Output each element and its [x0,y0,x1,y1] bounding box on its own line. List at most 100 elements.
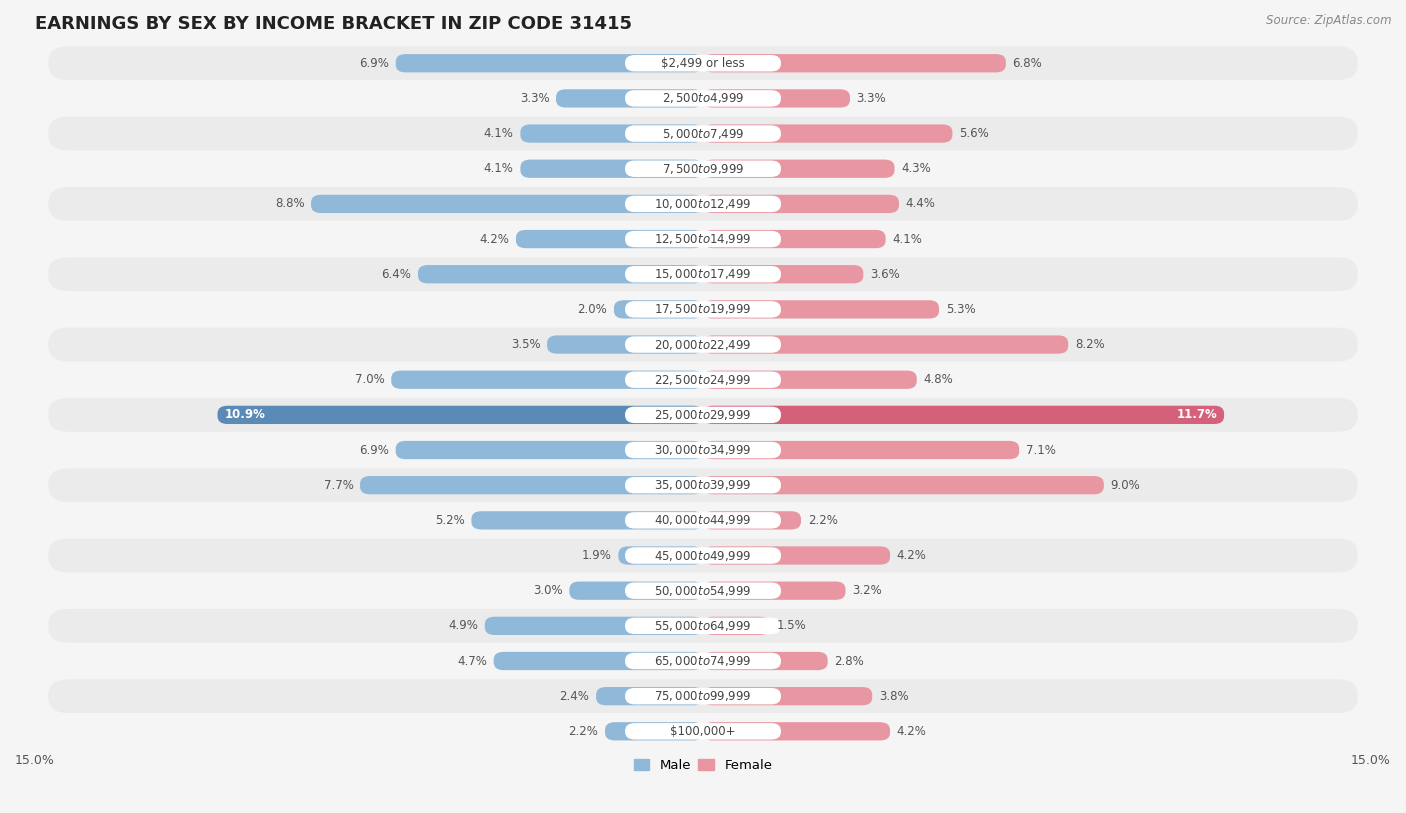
FancyBboxPatch shape [626,55,780,72]
Text: 11.7%: 11.7% [1177,408,1218,421]
Text: 6.8%: 6.8% [1012,57,1042,70]
FancyBboxPatch shape [360,476,703,494]
Text: 3.5%: 3.5% [510,338,540,351]
Legend: Male, Female: Male, Female [628,754,778,777]
FancyBboxPatch shape [48,715,1358,748]
FancyBboxPatch shape [626,688,780,704]
Text: 1.5%: 1.5% [776,620,806,633]
Text: $50,000 to $54,999: $50,000 to $54,999 [654,584,752,598]
Text: 7.1%: 7.1% [1026,444,1056,457]
FancyBboxPatch shape [48,258,1358,291]
Text: $20,000 to $22,499: $20,000 to $22,499 [654,337,752,351]
Text: 2.4%: 2.4% [560,689,589,702]
Text: $2,499 or less: $2,499 or less [661,57,745,70]
Text: $40,000 to $44,999: $40,000 to $44,999 [654,513,752,528]
Text: 3.2%: 3.2% [852,585,882,598]
FancyBboxPatch shape [626,196,780,212]
Text: 4.2%: 4.2% [897,725,927,738]
FancyBboxPatch shape [703,195,898,213]
Text: $75,000 to $99,999: $75,000 to $99,999 [654,689,752,703]
Text: 3.3%: 3.3% [520,92,550,105]
FancyBboxPatch shape [703,652,828,670]
FancyBboxPatch shape [569,581,703,600]
Text: 6.9%: 6.9% [359,57,389,70]
Text: 2.0%: 2.0% [578,303,607,316]
Text: 5.2%: 5.2% [434,514,465,527]
FancyBboxPatch shape [703,722,890,741]
FancyBboxPatch shape [626,512,780,528]
FancyBboxPatch shape [48,222,1358,256]
FancyBboxPatch shape [48,81,1358,115]
Text: 4.2%: 4.2% [897,549,927,562]
FancyBboxPatch shape [48,503,1358,537]
Text: 4.1%: 4.1% [484,127,513,140]
FancyBboxPatch shape [619,546,703,565]
Text: $35,000 to $39,999: $35,000 to $39,999 [654,478,752,492]
Text: $7,500 to $9,999: $7,500 to $9,999 [662,162,744,176]
Text: $2,500 to $4,999: $2,500 to $4,999 [662,91,744,106]
FancyBboxPatch shape [596,687,703,706]
Text: 3.3%: 3.3% [856,92,886,105]
FancyBboxPatch shape [391,371,703,389]
FancyBboxPatch shape [703,230,886,248]
Text: 3.8%: 3.8% [879,689,908,702]
Text: 4.1%: 4.1% [893,233,922,246]
FancyBboxPatch shape [48,398,1358,432]
FancyBboxPatch shape [494,652,703,670]
FancyBboxPatch shape [626,582,780,599]
Text: 2.2%: 2.2% [568,725,599,738]
FancyBboxPatch shape [703,54,1005,72]
FancyBboxPatch shape [703,617,770,635]
FancyBboxPatch shape [626,125,780,141]
Text: 4.8%: 4.8% [924,373,953,386]
Text: 2.2%: 2.2% [807,514,838,527]
FancyBboxPatch shape [418,265,703,284]
FancyBboxPatch shape [520,124,703,143]
FancyBboxPatch shape [48,680,1358,713]
Text: 3.0%: 3.0% [533,585,562,598]
Text: 7.0%: 7.0% [354,373,385,386]
FancyBboxPatch shape [614,300,703,319]
Text: Source: ZipAtlas.com: Source: ZipAtlas.com [1267,14,1392,27]
FancyBboxPatch shape [48,187,1358,221]
Text: 5.3%: 5.3% [946,303,976,316]
FancyBboxPatch shape [48,433,1358,467]
Text: $12,500 to $14,999: $12,500 to $14,999 [654,232,752,246]
FancyBboxPatch shape [547,336,703,354]
Text: EARNINGS BY SEX BY INCOME BRACKET IN ZIP CODE 31415: EARNINGS BY SEX BY INCOME BRACKET IN ZIP… [35,15,631,33]
Text: $65,000 to $74,999: $65,000 to $74,999 [654,654,752,668]
FancyBboxPatch shape [626,90,780,107]
Text: 7.7%: 7.7% [323,479,353,492]
Text: 10.9%: 10.9% [224,408,266,421]
Text: $100,000+: $100,000+ [671,725,735,738]
FancyBboxPatch shape [703,300,939,319]
FancyBboxPatch shape [395,54,703,72]
FancyBboxPatch shape [48,539,1358,572]
FancyBboxPatch shape [626,301,780,318]
FancyBboxPatch shape [703,511,801,529]
FancyBboxPatch shape [626,441,780,459]
Text: 9.0%: 9.0% [1111,479,1140,492]
FancyBboxPatch shape [703,581,845,600]
FancyBboxPatch shape [48,609,1358,643]
FancyBboxPatch shape [626,372,780,388]
FancyBboxPatch shape [626,266,780,282]
Text: $55,000 to $64,999: $55,000 to $64,999 [654,619,752,633]
Text: 8.2%: 8.2% [1076,338,1105,351]
FancyBboxPatch shape [703,441,1019,459]
FancyBboxPatch shape [48,117,1358,150]
Text: $15,000 to $17,499: $15,000 to $17,499 [654,267,752,281]
FancyBboxPatch shape [703,687,872,706]
Text: 4.7%: 4.7% [457,654,486,667]
FancyBboxPatch shape [516,230,703,248]
Text: $30,000 to $34,999: $30,000 to $34,999 [654,443,752,457]
FancyBboxPatch shape [626,477,780,493]
Text: 8.8%: 8.8% [274,198,304,211]
Text: 6.4%: 6.4% [381,267,412,280]
FancyBboxPatch shape [703,336,1069,354]
FancyBboxPatch shape [626,547,780,563]
Text: 6.9%: 6.9% [359,444,389,457]
Text: 4.2%: 4.2% [479,233,509,246]
Text: 4.9%: 4.9% [449,620,478,633]
FancyBboxPatch shape [555,89,703,107]
